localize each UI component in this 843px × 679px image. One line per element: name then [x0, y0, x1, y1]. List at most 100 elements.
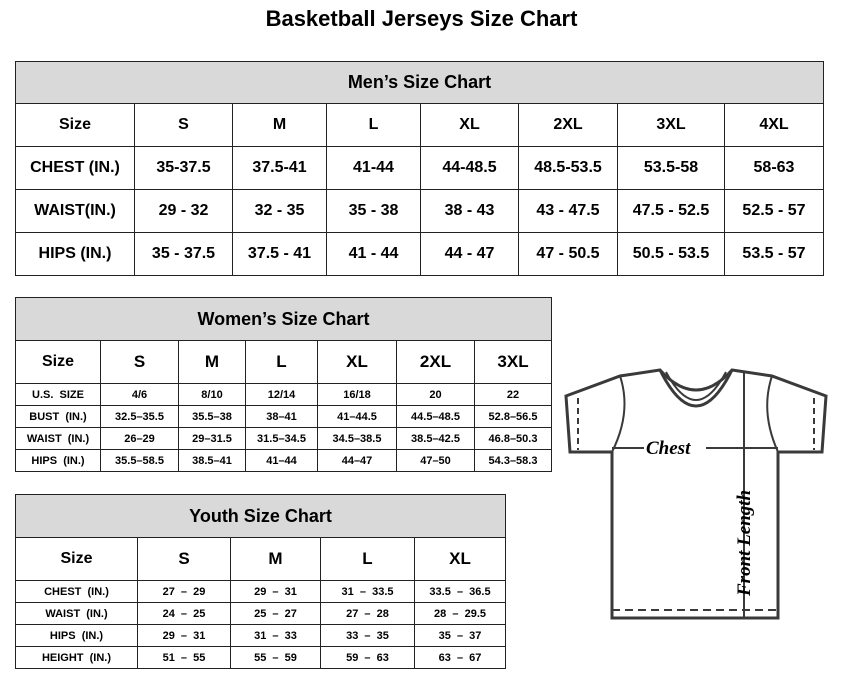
- table-row: WAIST (IN.) 26–29 29–31.5 31.5–34.5 34.5–38.…: [15, 427, 553, 450]
- table-cell: 41–44: [245, 449, 318, 472]
- table-row: HIPS (IN.) 35 - 37.5 37.5 - 41 41 - 44 44 - …: [15, 232, 824, 276]
- table-cell: 32.5–35.5: [100, 405, 179, 428]
- table-cell: 48.5-53.5: [518, 146, 618, 190]
- table-cell: 53.5 - 57: [724, 232, 824, 276]
- table-row: HIPS (IN.) 29 – 31 31 – 33 33 – 35 35 – 37: [15, 624, 507, 647]
- table-cell: 41–44.5: [317, 405, 397, 428]
- table-row: WAIST (IN.) 24 – 25 25 – 27 27 – 28 28 – 29.…: [15, 602, 507, 625]
- table-cell: 58-63: [724, 146, 824, 190]
- row-label: HIPS (IN.): [15, 449, 101, 472]
- header-cell: L: [245, 340, 318, 384]
- table-cell: 44–47: [317, 449, 397, 472]
- table-row: BUST (IN.) 32.5–35.5 35.5–38 38–41 41–44.5 44…: [15, 405, 553, 428]
- women-caption: Women’s Size Chart: [14, 297, 553, 341]
- header-cell: XL: [413, 537, 507, 581]
- table-row: HIPS (IN.) 35.5–58.5 38.5–41 41–44 44–47 47–5…: [15, 449, 553, 472]
- table-cell: 47 - 50.5: [518, 232, 618, 276]
- table-cell: 35.5–58.5: [100, 449, 179, 472]
- header-cell: M: [178, 340, 246, 384]
- table-row: CHEST (IN.) 27 – 29 29 – 31 31 – 33.5 33.5 –…: [15, 580, 507, 603]
- header-cell: L: [326, 103, 421, 147]
- table-cell: 44 - 47: [420, 232, 519, 276]
- row-label: WAIST(IN.): [15, 189, 135, 233]
- table-cell: 35 - 37.5: [134, 232, 233, 276]
- mens-size-table: Men’s Size Chart Size S M L XL 2XL 3XL 4XL CHEST …: [15, 61, 824, 276]
- table-cell: 8/10: [178, 383, 246, 406]
- table-cell: 44-48.5: [420, 146, 519, 190]
- header-cell: S: [100, 340, 179, 384]
- table-cell: 47.5 - 52.5: [617, 189, 725, 233]
- header-cell: 2XL: [518, 103, 618, 147]
- table-cell: 24 – 25: [137, 602, 231, 625]
- table-row: CHEST (IN.) 35-37.5 37.5-41 41-44 44-48.5 48.…: [15, 146, 824, 190]
- table-cell: 55 – 59: [230, 646, 321, 669]
- page-title: Basketball Jerseys Size Chart: [265, 6, 578, 31]
- table-cell: 34.5–38.5: [317, 427, 397, 450]
- table-cell: 53.5-58: [617, 146, 725, 190]
- table-cell: 12/14: [245, 383, 318, 406]
- table-row: HEIGHT (IN.) 51 – 55 55 – 59 59 – 63 63 – 67: [15, 646, 507, 669]
- table-cell: 29 – 31: [137, 624, 231, 647]
- header-cell: XL: [420, 103, 519, 147]
- table-cell: 47–50: [396, 449, 475, 472]
- table-cell: 35 – 37: [413, 624, 507, 647]
- table-cell: 22: [473, 383, 553, 406]
- table-cell: 52.8–56.5: [473, 405, 553, 428]
- table-cell: 59 – 63: [320, 646, 415, 669]
- table-cell: 29 – 31: [230, 580, 321, 603]
- header-cell: S: [137, 537, 231, 581]
- table-cell: 35 - 38: [326, 189, 421, 233]
- table-cell: 44.5–48.5: [396, 405, 475, 428]
- table-cell: 16/18: [317, 383, 397, 406]
- row-label: CHEST (IN.): [15, 146, 135, 190]
- front-length-label: Front Length: [734, 490, 755, 597]
- header-cell: 3XL: [617, 103, 725, 147]
- table-cell: 50.5 - 53.5: [617, 232, 725, 276]
- header-cell: L: [320, 537, 415, 581]
- table-cell: 54.3–58.3: [473, 449, 553, 472]
- row-label: HIPS (IN.): [15, 232, 135, 276]
- womens-size-table: Women’s Size Chart Size S M L XL 2XL 3XL U.S. SI…: [14, 297, 553, 472]
- table-cell: 25 – 27: [230, 602, 321, 625]
- table-row: U.S. SIZE 4/6 8/10 12/14 16/18 20 22: [15, 383, 553, 406]
- table-row: WAIST(IN.) 29 - 32 32 - 35 35 - 38 38 - 43 43…: [15, 189, 824, 233]
- table-cell: 35-37.5: [134, 146, 233, 190]
- chest-label: Chest: [646, 438, 691, 459]
- header-cell: S: [134, 103, 233, 147]
- table-cell: 52.5 - 57: [724, 189, 824, 233]
- table-cell: 27 – 29: [137, 580, 231, 603]
- table-cell: 51 – 55: [137, 646, 231, 669]
- table-cell: 38.5–42.5: [396, 427, 475, 450]
- table-cell: 29–31.5: [178, 427, 246, 450]
- table-cell: 31.5–34.5: [245, 427, 318, 450]
- header-cell: 4XL: [724, 103, 824, 147]
- table-cell: 31 – 33: [230, 624, 321, 647]
- table-cell: 38.5–41: [178, 449, 246, 472]
- table-cell: 37.5 - 41: [232, 232, 327, 276]
- header-cell: Size: [15, 340, 101, 384]
- youth-size-table: Youth Size Chart Size S M L XL CHEST (IN.) 27 –…: [14, 494, 507, 669]
- header-cell: XL: [317, 340, 397, 384]
- row-label: HEIGHT (IN.): [15, 646, 138, 669]
- table-cell: 41-44: [326, 146, 421, 190]
- row-label: HIPS (IN.): [15, 624, 138, 647]
- table-cell: 63 – 67: [413, 646, 507, 669]
- youth-caption: Youth Size Chart: [14, 494, 507, 538]
- header-cell: 3XL: [473, 340, 553, 384]
- table-cell: 32 - 35: [232, 189, 327, 233]
- table-cell: 37.5-41: [232, 146, 327, 190]
- table-cell: 46.8–50.3: [473, 427, 553, 450]
- jersey-diagram: Chest Front Length: [564, 368, 828, 620]
- table-cell: 33.5 – 36.5: [413, 580, 507, 603]
- table-cell: 28 – 29.5: [413, 602, 507, 625]
- table-cell: 20: [396, 383, 475, 406]
- men-caption: Men’s Size Chart: [15, 61, 824, 104]
- header-cell: M: [230, 537, 321, 581]
- table-cell: 38–41: [245, 405, 318, 428]
- table-cell: 31 – 33.5: [320, 580, 415, 603]
- header-cell: 2XL: [396, 340, 475, 384]
- table-cell: 43 - 47.5: [518, 189, 618, 233]
- header-cell: Size: [15, 537, 138, 581]
- table-cell: 4/6: [100, 383, 179, 406]
- table-cell: 33 – 35: [320, 624, 415, 647]
